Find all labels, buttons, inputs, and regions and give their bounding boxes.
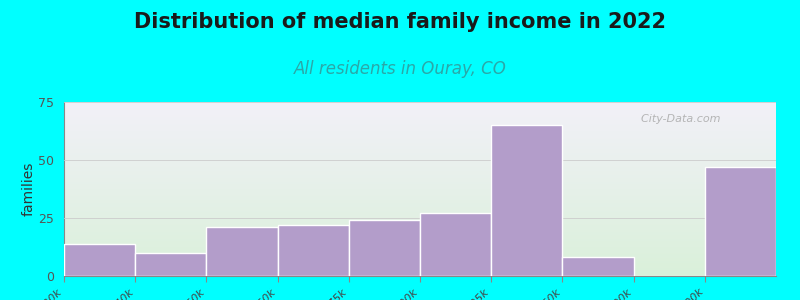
- Text: Distribution of median family income in 2022: Distribution of median family income in …: [134, 12, 666, 32]
- Text: All residents in Ouray, CO: All residents in Ouray, CO: [294, 60, 506, 78]
- Bar: [349, 220, 420, 276]
- Bar: [278, 225, 349, 276]
- Bar: [206, 227, 278, 276]
- Bar: [64, 244, 135, 276]
- Bar: [562, 257, 634, 276]
- Y-axis label: families: families: [22, 162, 35, 216]
- Bar: [705, 167, 776, 276]
- Bar: [135, 253, 206, 276]
- Bar: [420, 213, 491, 276]
- Bar: [491, 125, 562, 276]
- Text: City-Data.com: City-Data.com: [634, 114, 720, 124]
